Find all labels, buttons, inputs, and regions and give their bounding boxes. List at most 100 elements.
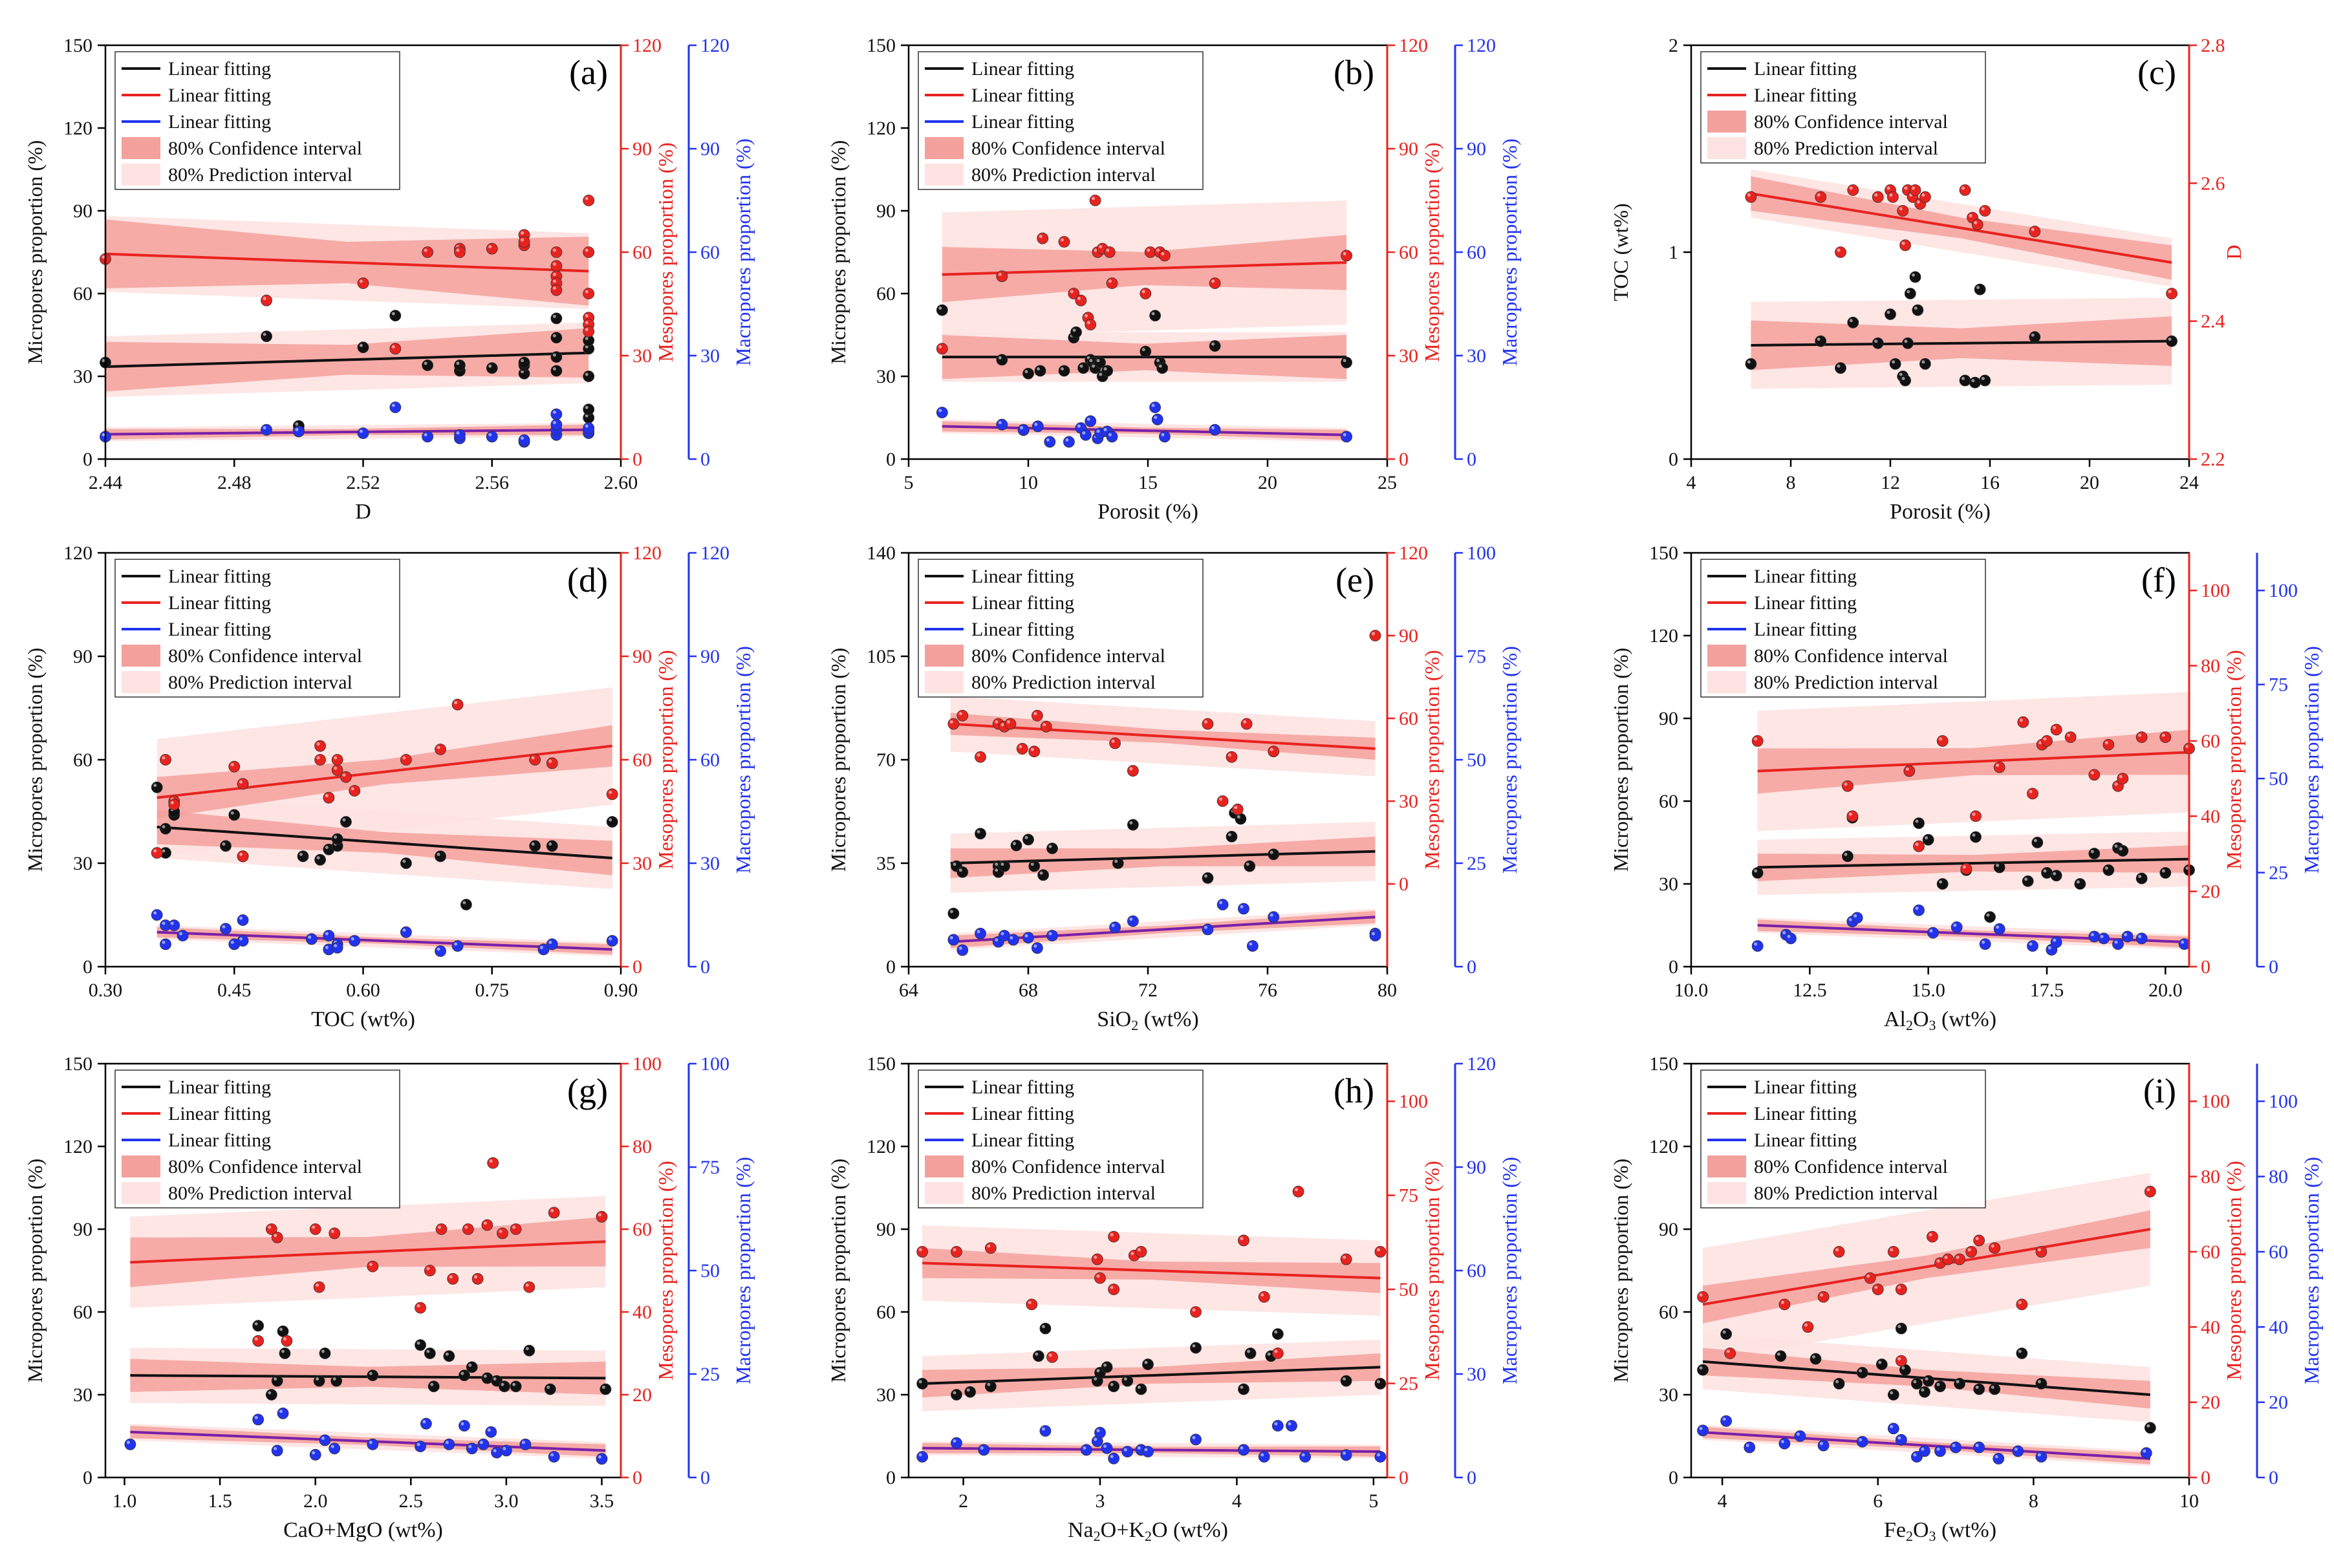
fit-bands (130, 1196, 606, 1459)
point-toc-12 (1912, 304, 1924, 316)
point-micropores-14 (400, 857, 412, 869)
point-macropores-12 (1106, 431, 1118, 443)
point-macropores-4 (1851, 912, 1863, 924)
point-highlight (1240, 1446, 1244, 1450)
point-macropores-8 (1895, 1434, 1907, 1446)
y2-tick-label: 30 (632, 345, 652, 367)
point-micropores-15 (1244, 1348, 1257, 1359)
point-mesopores-13 (1258, 1291, 1270, 1303)
point-highlight (1972, 812, 1976, 816)
y3-axis-title: Macropores proportion (%) (731, 1157, 755, 1384)
point-highlight (1820, 1442, 1824, 1446)
point-highlight (1844, 782, 1848, 786)
y3-tick-label: 0 (700, 1467, 710, 1488)
x-tick-label: 12.5 (1793, 980, 1827, 1001)
y2-tick-label: 0 (632, 449, 642, 470)
y3-tick-label: 100 (700, 1053, 729, 1075)
point-macropores-7 (1950, 921, 1963, 933)
point-highlight (501, 1382, 504, 1386)
point-highlight (1835, 1380, 1839, 1384)
point-highlight (360, 429, 363, 433)
point-micropores-13 (1127, 819, 1139, 831)
point-macropores-0 (1697, 1424, 1709, 1437)
point-mesopores-6 (1864, 1272, 1876, 1284)
point-highlight (162, 825, 166, 829)
x-tick-label: 25 (1378, 472, 1397, 493)
point-highlight (1969, 214, 1972, 218)
point-macropores-2 (271, 1444, 283, 1457)
point-micropores-18 (1340, 1375, 1352, 1387)
point-micropores-8 (367, 1369, 379, 1382)
point-micropores-15 (1973, 1383, 1985, 1395)
point-highlight (2168, 338, 2172, 341)
point-highlight (2161, 733, 2165, 737)
y-tick-label: 60 (1659, 1302, 1678, 1323)
legend-label-blue_line: Linear fitting (971, 619, 1074, 640)
point-highlight (1962, 865, 1966, 869)
point-highlight (2018, 1300, 2022, 1304)
point-highlight (1897, 1285, 1901, 1289)
y2-tick-label: 0 (632, 956, 642, 978)
point-highlight (1103, 367, 1107, 371)
legend-label-confidence: 80% Confidence interval (971, 645, 1165, 667)
y2-tick-label: 80 (2201, 1166, 2220, 1188)
point-highlight (1092, 364, 1096, 368)
label-part: SiO (1097, 1007, 1131, 1031)
point-micropores-14 (1954, 1378, 1965, 1390)
point-mesopores-12 (1238, 1234, 1249, 1247)
y3-tick-label: 0 (2269, 1467, 2278, 1488)
point-highlight (460, 1422, 464, 1426)
point-mesopores-18 (546, 757, 558, 769)
point-highlight (987, 1244, 991, 1248)
y-tick-label: 90 (73, 646, 92, 667)
point-highlight (1137, 1446, 1141, 1450)
point-micropores-7 (1010, 839, 1022, 852)
point-highlight (1848, 812, 1852, 816)
y2-axis-title: Mesopores proportion (%) (654, 142, 677, 361)
point-highlight (1086, 321, 1090, 325)
point-highlight (1123, 1377, 1127, 1381)
y2-axis-title: Mesopores proportion (%) (1420, 142, 1443, 361)
point-highlight (222, 925, 226, 929)
y-tick-label: 90 (73, 200, 92, 222)
fit-bands (950, 696, 1376, 950)
legend-swatch-prediction (925, 1182, 964, 1204)
point-micropores-15 (1140, 345, 1152, 358)
point-highlight (402, 756, 406, 760)
point-highlight (1094, 248, 1097, 252)
point-macropores-3 (168, 919, 180, 931)
legend-label-black_line: Linear fitting (1754, 566, 1857, 587)
point-highlight (1343, 252, 1346, 255)
point-highlight (170, 921, 174, 925)
point-micropores-4 (1922, 833, 1934, 846)
point-highlight (958, 946, 962, 950)
point-macropores-17 (1341, 431, 1353, 443)
point-highlight (1972, 833, 1976, 837)
point-highlight (2138, 733, 2142, 737)
point-micropores-9 (314, 854, 326, 866)
point-highlight (1907, 290, 1910, 294)
point-highlight (1835, 1248, 1839, 1252)
point-highlight (1144, 1360, 1148, 1364)
point-mesopores-8 (415, 1302, 426, 1314)
point-highlight (1961, 186, 1965, 190)
point-micropores-20 (2159, 867, 2172, 879)
legend-label-prediction: 80% Prediction interval (1754, 672, 1938, 693)
point-highlight (2104, 866, 2108, 870)
point-highlight (548, 759, 552, 763)
y-tick-label: 0 (886, 449, 896, 470)
point-macropores-4 (309, 1448, 321, 1461)
point-macropores-3 (277, 1407, 289, 1419)
point-mesopores-3 (1026, 1298, 1038, 1311)
point-micropores-14 (550, 351, 563, 363)
point-mesopores-14 (400, 754, 412, 766)
point-highlight (548, 940, 552, 944)
point-highlight (1913, 1453, 1917, 1457)
point-micropores-3 (1913, 817, 1925, 830)
point-highlight (1130, 1252, 1134, 1256)
point-macropores-2 (1744, 1441, 1756, 1454)
y-tick-label: 150 (867, 35, 896, 56)
point-highlight (483, 1221, 487, 1225)
point-macropores-15 (1271, 1420, 1284, 1432)
point-highlight (1260, 1453, 1264, 1457)
